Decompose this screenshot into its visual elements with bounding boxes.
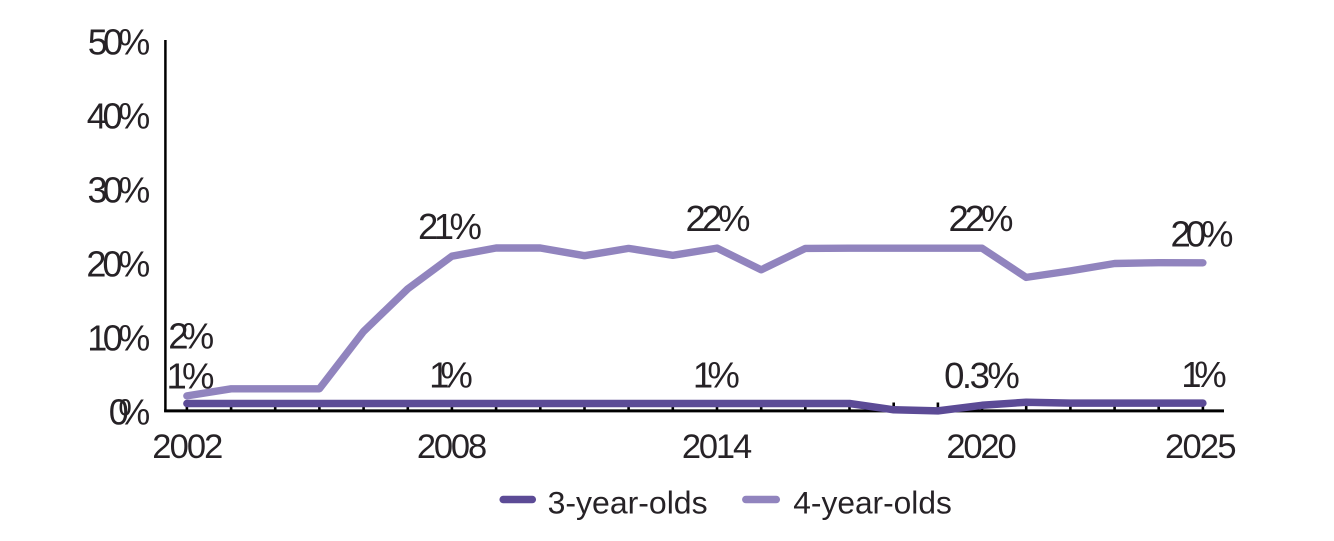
svg-text:21%: 21% [418,206,482,247]
svg-text:2014: 2014 [682,428,752,466]
svg-text:0.3%: 0.3% [944,355,1020,396]
svg-text:10%: 10% [87,318,150,359]
svg-text:2020: 2020 [946,428,1016,466]
svg-text:1%: 1% [693,355,740,396]
svg-text:2008: 2008 [417,428,487,466]
svg-text:20%: 20% [86,244,150,285]
svg-text:1%: 1% [1181,354,1226,395]
svg-text:22%: 22% [949,198,1014,239]
svg-text:50%: 50% [88,22,151,63]
svg-text:2%: 2% [168,316,214,357]
svg-text:20%: 20% [1171,214,1234,255]
svg-text:40%: 40% [87,96,151,137]
svg-text:3-year-olds: 3-year-olds [548,485,708,521]
svg-text:4-year-olds: 4-year-olds [793,485,952,521]
svg-text:2002: 2002 [152,428,223,466]
svg-text:22%: 22% [686,198,751,239]
svg-text:30%: 30% [88,170,151,211]
svg-text:1%: 1% [167,356,215,397]
svg-text:2025: 2025 [1165,428,1237,466]
svg-text:0%: 0% [109,392,151,433]
svg-text:1%: 1% [429,354,473,395]
